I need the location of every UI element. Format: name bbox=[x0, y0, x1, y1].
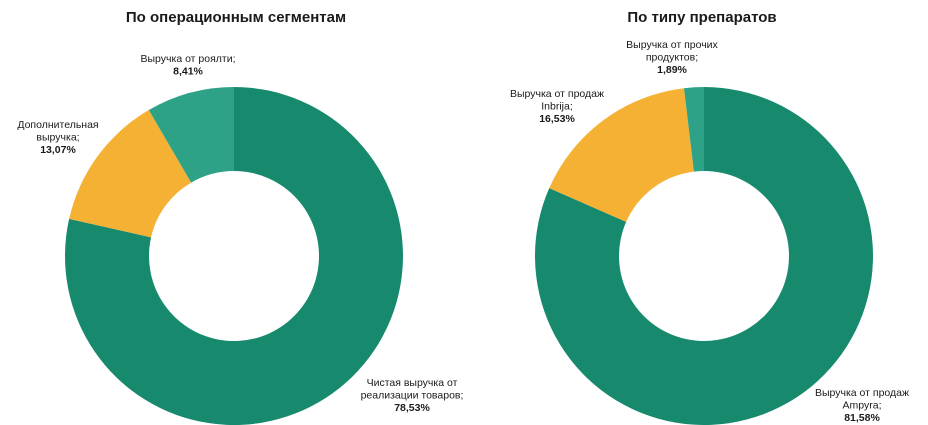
donut-slice bbox=[549, 88, 694, 222]
slice-label-line: Inbrija; bbox=[541, 101, 573, 113]
slice-label-line: Ampyra; bbox=[842, 400, 881, 412]
donut-slice bbox=[534, 87, 873, 425]
slice-label-line: Выручка от прочих bbox=[626, 39, 718, 51]
donut-slice bbox=[69, 110, 192, 238]
slice-label: Выручка от прочих продуктов; 1,89% bbox=[626, 39, 718, 76]
slice-label: Выручка от продаж Ampyra; 81,58% bbox=[815, 387, 909, 424]
slice-label-line: выручка; bbox=[36, 132, 79, 144]
slice-percent: 13,07% bbox=[40, 144, 76, 156]
slice-percent: 1,89% bbox=[657, 64, 687, 76]
slice-label: Чистая выручка от реализации товаров; 78,5… bbox=[361, 377, 464, 414]
slice-percent: 78,53% bbox=[394, 402, 430, 414]
slice-label-line: продуктов; bbox=[646, 52, 698, 64]
slice-label-line: Выручка от продаж bbox=[510, 88, 604, 100]
slice-label-line: реализации товаров; bbox=[361, 390, 464, 402]
slice-label-line: Чистая выручка от bbox=[367, 377, 458, 389]
slice-percent: 16,53% bbox=[539, 113, 575, 125]
donut-slice bbox=[683, 87, 704, 172]
slice-percent: 8,41% bbox=[173, 66, 203, 78]
donut-slice bbox=[148, 87, 234, 183]
slice-label: Дополнительная выручка; 13,07% bbox=[17, 119, 98, 156]
slice-label-line: Дополнительная bbox=[17, 119, 98, 131]
slice-percent: 81,58% bbox=[844, 412, 880, 424]
donut-slice bbox=[65, 87, 403, 425]
slice-label-line: Выручка от продаж bbox=[815, 387, 909, 399]
chart-title: По операционным сегментам bbox=[126, 9, 346, 26]
slice-label-line: Выручка от роялти; bbox=[141, 53, 236, 65]
slice-label: Выручка от роялти; 8,41% bbox=[141, 53, 236, 78]
slice-label: Выручка от продаж Inbrija; 16,53% bbox=[510, 88, 604, 125]
donut-chart-1: По операционным сегментам Чистая выручка … bbox=[17, 9, 463, 425]
chart-title: По типу препаратов bbox=[627, 9, 776, 26]
